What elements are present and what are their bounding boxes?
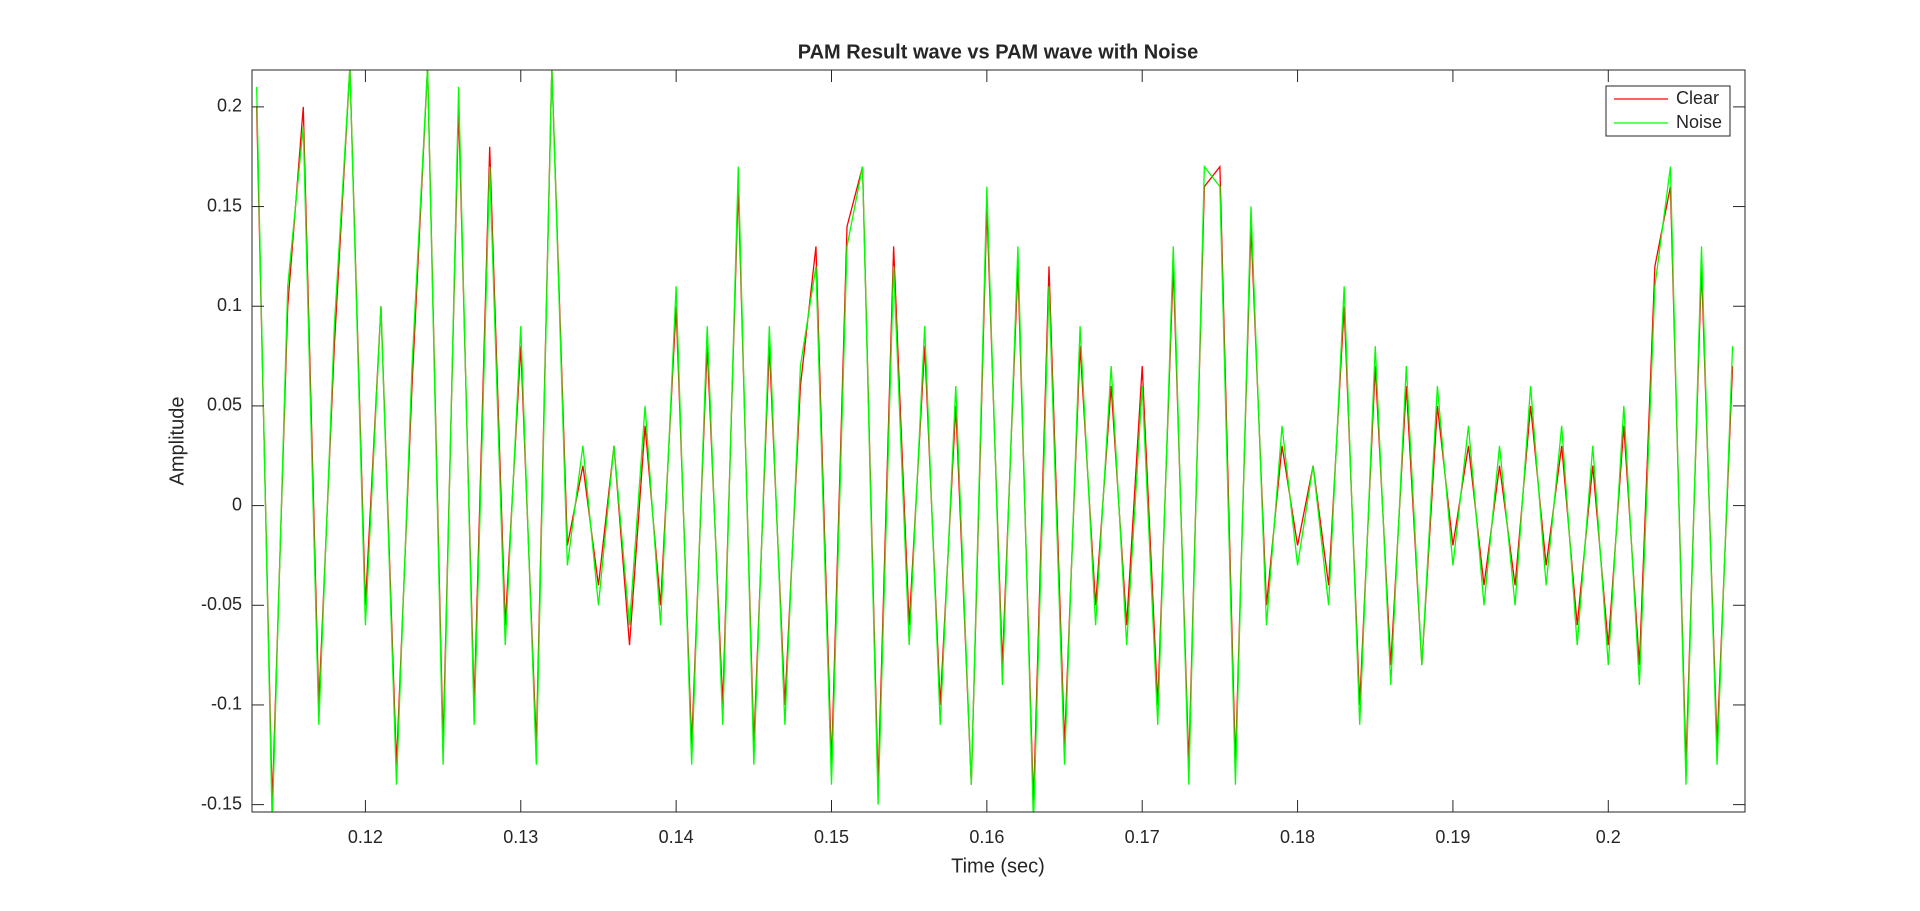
y-tick-label: -0.1 (211, 694, 242, 714)
x-tick-label: 0.15 (814, 827, 849, 847)
x-tick-label: 0.17 (1125, 827, 1160, 847)
series-layer (256, 70, 1734, 812)
y-tick-label: 0.05 (207, 395, 242, 415)
y-axis-label: Amplitude (166, 397, 188, 486)
x-tick-label: 0.12 (348, 827, 383, 847)
y-tick-label: 0.1 (217, 295, 242, 315)
axes-box (251, 69, 1746, 813)
x-tick-label: 0.18 (1280, 827, 1315, 847)
x-tick-label: 0.19 (1435, 827, 1470, 847)
legend (1605, 85, 1731, 137)
legend-label: Noise (1676, 112, 1722, 132)
y-tick-label: 0.15 (207, 195, 242, 215)
x-tick-label: 0.2 (1596, 827, 1621, 847)
chart-title: PAM Result wave vs PAM wave with Noise (798, 41, 1199, 63)
y-tick-label: -0.05 (201, 594, 242, 614)
series-line (256, 70, 1734, 812)
y-tick-label: -0.15 (201, 793, 242, 813)
legend-label: Clear (1676, 88, 1719, 108)
x-tick-label: 0.14 (659, 827, 694, 847)
x-tick-label: 0.16 (969, 827, 1004, 847)
y-tick-label: 0.2 (217, 96, 242, 116)
y-tick-label: 0 (232, 494, 242, 514)
x-tick-label: 0.13 (503, 827, 538, 847)
x-axis-label: Time (sec) (951, 855, 1045, 877)
plot-area (252, 70, 1745, 812)
